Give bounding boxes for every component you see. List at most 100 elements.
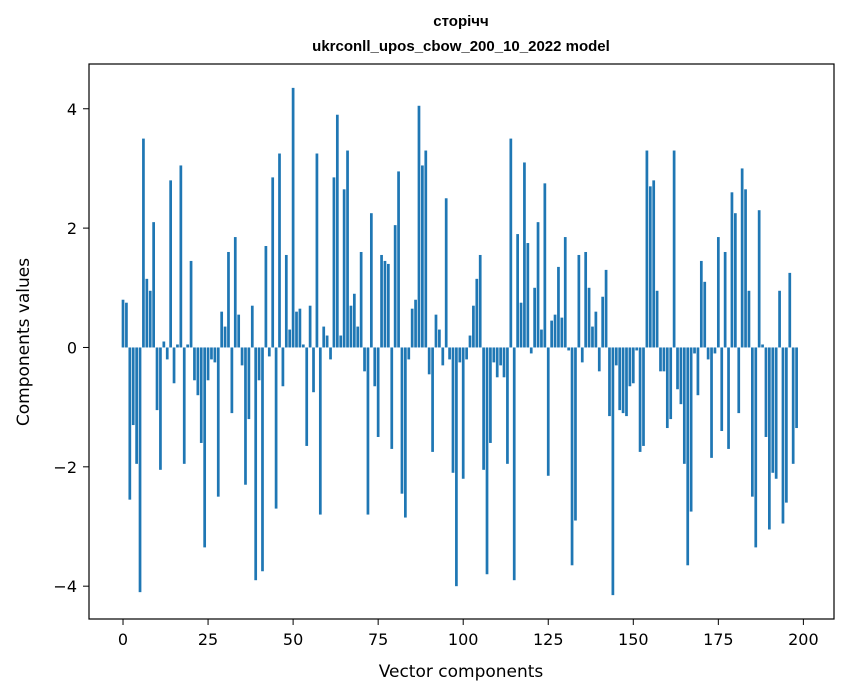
bar-11 xyxy=(159,347,162,470)
bar-38 xyxy=(250,305,254,348)
bar-142 xyxy=(604,269,608,348)
bar-3 xyxy=(131,347,135,426)
bar-116 xyxy=(516,234,519,348)
bar-83 xyxy=(404,347,407,518)
bar-169 xyxy=(696,347,700,396)
bar-154 xyxy=(645,150,649,348)
bar-117 xyxy=(519,302,523,348)
bar-24 xyxy=(203,347,207,548)
chart-title-line-2: ukrconll_upos_cbow_200_10_2022 model xyxy=(312,38,610,55)
bar-57 xyxy=(315,153,319,348)
bar-123 xyxy=(540,329,543,348)
bar-111 xyxy=(499,347,502,366)
bar-6 xyxy=(142,138,145,348)
bar-72 xyxy=(366,347,370,515)
bar-2 xyxy=(128,347,132,500)
bar-183 xyxy=(744,189,747,348)
bar-43 xyxy=(267,347,271,357)
bar-145 xyxy=(614,347,618,366)
bar-133 xyxy=(574,347,577,521)
bar-78 xyxy=(387,263,390,348)
bar-188 xyxy=(761,344,764,348)
bar-85 xyxy=(410,308,414,348)
bar-113 xyxy=(506,347,509,464)
bar-25 xyxy=(206,347,210,381)
bar-137 xyxy=(587,287,591,348)
bar-29 xyxy=(220,311,224,348)
bar-86 xyxy=(414,299,417,348)
bar-53 xyxy=(301,344,305,348)
bar-148 xyxy=(625,347,628,417)
bar-27 xyxy=(213,347,217,363)
bar-18 xyxy=(182,347,186,464)
bar-63 xyxy=(335,114,339,348)
bar-87 xyxy=(417,105,421,348)
bar-64 xyxy=(339,335,343,348)
bar-174 xyxy=(713,347,717,354)
bar-51 xyxy=(295,311,298,348)
bar-187 xyxy=(757,210,761,348)
bar-134 xyxy=(577,254,581,348)
bar-115 xyxy=(512,347,516,581)
y-axis-label: Components values xyxy=(14,258,34,426)
bar-41 xyxy=(261,347,264,572)
bar-99 xyxy=(458,347,462,363)
bar-114 xyxy=(509,138,513,348)
bar-96 xyxy=(448,347,451,360)
bar-171 xyxy=(703,281,707,348)
bar-97 xyxy=(451,347,455,473)
bar-77 xyxy=(383,260,387,348)
bar-193 xyxy=(778,290,781,348)
bar-74 xyxy=(373,347,377,387)
bar-132 xyxy=(570,347,574,566)
bar-79 xyxy=(390,347,394,449)
bar-90 xyxy=(427,347,431,375)
bar-42 xyxy=(264,246,268,348)
bar-122 xyxy=(536,222,540,348)
bar-84 xyxy=(407,347,411,360)
bar-106 xyxy=(482,347,485,470)
bar-109 xyxy=(492,347,496,363)
bar-39 xyxy=(254,347,258,581)
bar-70 xyxy=(359,251,363,348)
bar-146 xyxy=(618,347,622,411)
bar-164 xyxy=(679,347,683,405)
bar-12 xyxy=(162,341,166,348)
bar-69 xyxy=(356,326,360,348)
bar-186 xyxy=(754,347,758,548)
bar-13 xyxy=(165,347,169,360)
bar-182 xyxy=(740,168,744,348)
bar-155 xyxy=(648,186,652,348)
plot-frame xyxy=(88,63,835,620)
bar-16 xyxy=(176,344,179,348)
x-tick-label: 25 xyxy=(198,630,218,649)
x-tick-label: 125 xyxy=(533,630,564,649)
bar-92 xyxy=(434,314,438,348)
bar-80 xyxy=(393,225,397,348)
bar-151 xyxy=(635,347,639,351)
bar-10 xyxy=(155,347,159,411)
bar-131 xyxy=(567,347,571,351)
bar-95 xyxy=(444,198,448,348)
bar-121 xyxy=(533,287,536,348)
bar-118 xyxy=(523,162,526,348)
bar-157 xyxy=(655,290,659,348)
bar-21 xyxy=(193,347,196,381)
y-tick-label: −2 xyxy=(53,458,77,477)
bar-189 xyxy=(764,347,768,437)
bar-175 xyxy=(716,237,720,348)
bar-198 xyxy=(795,347,798,429)
x-tick-label: 200 xyxy=(788,630,819,649)
bar-160 xyxy=(665,347,669,429)
bar-71 xyxy=(363,347,366,372)
bar-44 xyxy=(271,177,275,348)
bar-159 xyxy=(662,347,666,372)
bar-9 xyxy=(152,222,155,348)
bar-47 xyxy=(281,347,285,387)
bar-144 xyxy=(611,347,615,596)
bar-0 xyxy=(121,299,125,348)
bar-173 xyxy=(710,347,713,458)
bar-32 xyxy=(230,347,234,414)
bar-191 xyxy=(771,347,775,473)
